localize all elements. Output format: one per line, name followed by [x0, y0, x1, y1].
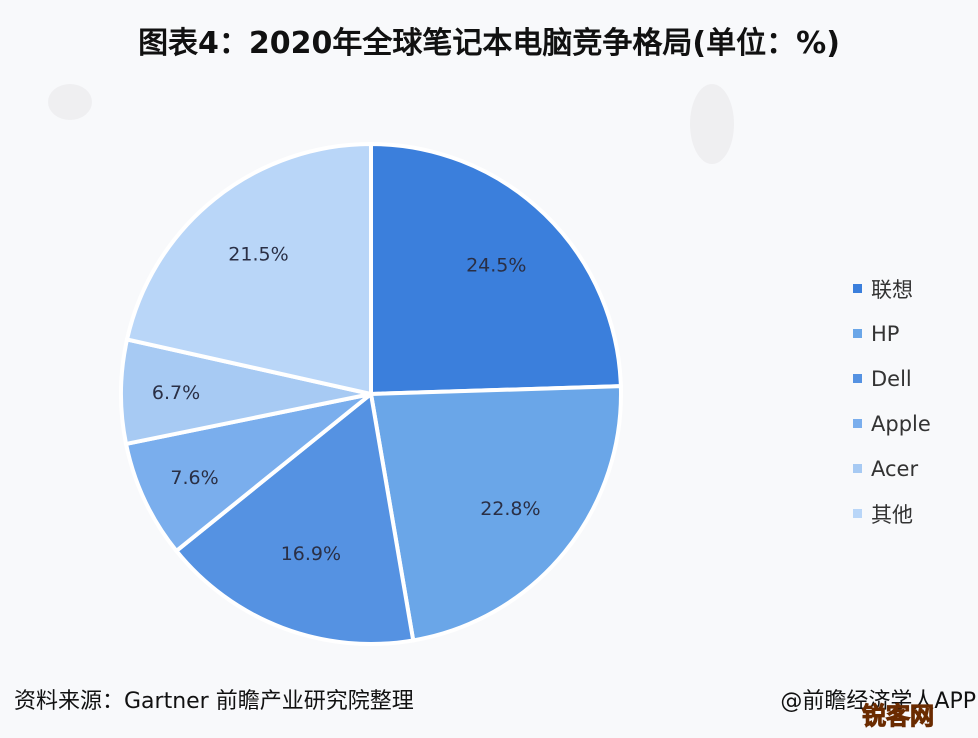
- legend-label: HP: [871, 321, 900, 346]
- legend-label: Dell: [871, 366, 912, 391]
- pie-slice-联想: [369, 141, 623, 397]
- watermark-logo-right: [690, 84, 734, 164]
- legend-swatch-icon: [853, 284, 862, 293]
- slice-label: 21.5%: [228, 244, 288, 266]
- pie-slice-HP: [368, 384, 623, 643]
- watermark-logo-left: [48, 84, 92, 120]
- chart-title: 图表4：2020年全球笔记本电脑竞争格局(单位：%): [138, 26, 840, 61]
- legend-label: 其他: [871, 502, 913, 527]
- legend-item: Dell: [853, 356, 931, 401]
- slice-label: 7.6%: [170, 467, 218, 489]
- legend-label: Acer: [871, 456, 919, 481]
- slice-label: 6.7%: [152, 382, 200, 404]
- legend-swatch-icon: [853, 464, 862, 473]
- pie-slice-Dell: [173, 390, 416, 646]
- slice-label: 24.5%: [466, 255, 526, 277]
- chart-legend: 联想 HP Dell Apple Acer 其他: [853, 266, 931, 536]
- legend-item: Acer: [853, 446, 931, 491]
- legend-swatch-icon: [853, 329, 862, 338]
- legend-item: 其他: [853, 491, 931, 536]
- source-note: 资料来源：Gartner 前瞻产业研究院整理: [14, 689, 414, 714]
- legend-swatch-icon: [853, 509, 862, 518]
- legend-swatch-icon: [853, 374, 862, 383]
- legend-label: Apple: [871, 411, 931, 436]
- legend-swatch-icon: [853, 419, 862, 428]
- legend-item: 联想: [853, 266, 931, 311]
- legend-item: Apple: [853, 401, 931, 446]
- legend-item: HP: [853, 311, 931, 356]
- credit-note: @前瞻经济学人APP: [780, 689, 976, 714]
- watermark-stamp: 锐客网: [862, 702, 935, 731]
- legend-label: 联想: [871, 277, 913, 302]
- slice-label: 16.9%: [281, 543, 341, 565]
- slice-label: 22.8%: [480, 498, 540, 520]
- pie-slice-其他: [124, 141, 373, 397]
